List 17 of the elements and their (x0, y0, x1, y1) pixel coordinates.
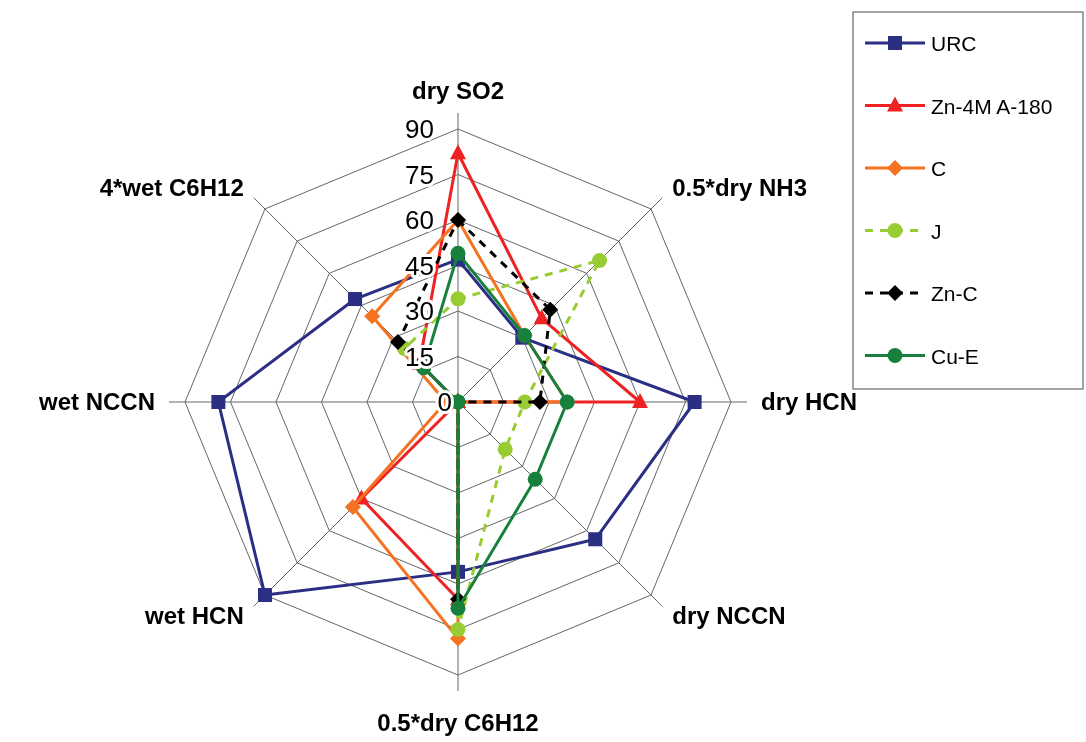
spoke-label: 4*wet C6H12 (99, 173, 244, 201)
spoke-label: dry HCN (761, 388, 858, 415)
legend-label: URC (931, 32, 977, 55)
y-tick-label: 75 (405, 159, 434, 190)
spoke-label: 0.5*dry C6H12 (377, 709, 539, 736)
spoke-label: wet NCCN (37, 388, 155, 415)
spoke-label: dry SO2 (411, 77, 505, 104)
legend-label: J (931, 219, 942, 243)
spoke-label: 0.5*dry NH3 (672, 173, 807, 201)
y-tick-label: 60 (405, 205, 434, 235)
legend-label: Zn-4M A-180 (931, 94, 1053, 118)
legend-label: C (931, 157, 947, 180)
spoke-label: wet HCN (144, 602, 244, 630)
legend-label: Cu-E (931, 344, 979, 368)
legend-label: Zn-C (931, 282, 978, 305)
spoke-label: dry NCCN (672, 602, 786, 630)
y-tick-label: 90 (405, 114, 434, 144)
